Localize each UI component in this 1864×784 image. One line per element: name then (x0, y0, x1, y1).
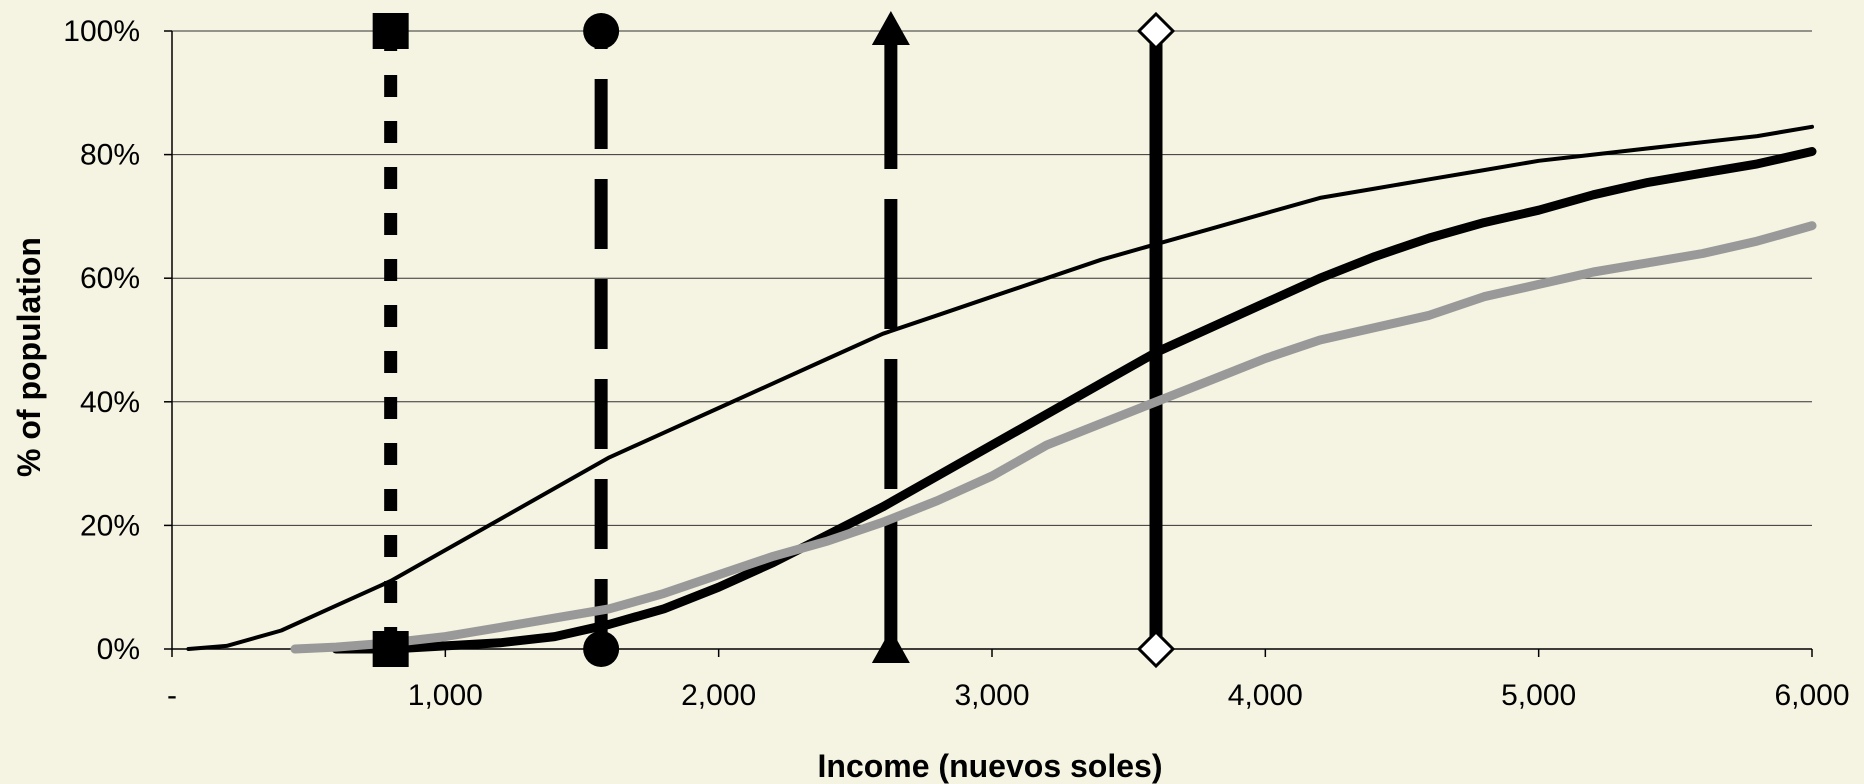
x-tick-label-5: 5,000 (1501, 679, 1576, 712)
y-tick-label-4: 80% (80, 139, 140, 172)
marker-circle-top-1 (583, 13, 620, 49)
x-tick-label-1: 1,000 (408, 679, 483, 712)
series-line-1 (331, 147, 1817, 654)
y-tick-label-0: 0% (97, 633, 140, 666)
marker-circle-bottom-1 (583, 631, 620, 667)
y-tick-label-1: 20% (80, 509, 140, 542)
series-line-2 (290, 221, 1817, 654)
marker-square-bottom-0 (372, 631, 409, 667)
x-tick-label-0: - (167, 679, 177, 712)
x-tick-label-6: 6,000 (1774, 679, 1849, 712)
data-series (186, 124, 1817, 654)
x-tick-label-3: 3,000 (954, 679, 1029, 712)
x-tick-label-2: 2,000 (681, 679, 756, 712)
x-axis-title: Income (nuevos soles) (818, 748, 1163, 784)
y-tick-label-3: 60% (80, 262, 140, 295)
y-tick-label-2: 40% (80, 386, 140, 419)
y-tick-label-5: 100% (63, 15, 140, 48)
x-tick-label-4: 4,000 (1228, 679, 1303, 712)
axes (164, 30, 1813, 657)
reference-markers (372, 11, 1176, 669)
marker-square-top-0 (372, 13, 409, 49)
marker-diamond-open-bottom-3 (1136, 629, 1176, 669)
reference-lines (384, 31, 1163, 649)
marker-triangle-top-2 (871, 11, 910, 45)
marker-triangle-bottom-2 (871, 629, 910, 663)
gridlines (172, 30, 1812, 526)
series-line-0 (186, 124, 1814, 651)
y-axis-title: % of population (11, 237, 47, 477)
tick-labels: 0% 20% 40% 60% 80% 100% - 1,000 2,000 3,000 4,000 5… (63, 15, 1849, 712)
marker-diamond-open-top-3 (1136, 11, 1176, 51)
